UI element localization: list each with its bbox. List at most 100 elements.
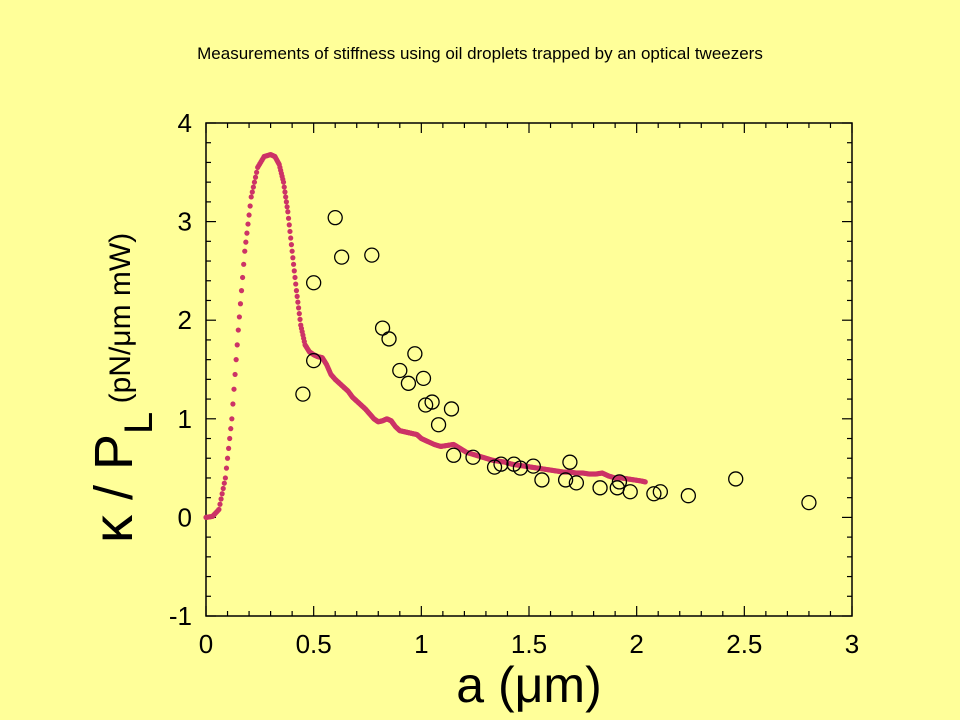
data-point	[512, 460, 529, 476]
y-axis-label-kappa: κ	[81, 514, 144, 543]
curve-point	[292, 274, 298, 281]
svg-text:κ / PL (pN/μm mW): κ / PL (pN/μm mW)	[81, 233, 161, 543]
curve-point	[242, 248, 248, 254]
curve-point	[288, 235, 294, 241]
data-point	[430, 417, 447, 433]
data-point	[295, 386, 311, 402]
curve-point	[294, 293, 300, 299]
data-point	[415, 370, 432, 387]
curve-point	[244, 230, 250, 236]
y-tick-label: 2	[178, 305, 192, 335]
curve-point	[243, 239, 249, 245]
curve-point	[293, 288, 300, 294]
x-tick-label: 2	[629, 629, 643, 659]
y-tick-labels: -1 0 1 2 3 4	[169, 108, 192, 631]
data-point	[306, 352, 322, 369]
data-point	[407, 346, 423, 362]
plot-frame	[205, 122, 853, 617]
y-tick-label: 3	[178, 207, 192, 237]
curve-point	[289, 248, 295, 254]
curve-point	[235, 327, 241, 333]
data-point	[568, 475, 585, 491]
curve-point	[224, 455, 231, 461]
curve-point	[238, 288, 245, 294]
curve-point	[218, 496, 224, 502]
data-point	[364, 247, 380, 263]
chart-title: Measurements of stiffness using oil drop…	[197, 44, 763, 63]
curve-point	[642, 479, 648, 485]
theory-curve	[203, 151, 648, 521]
curve-point	[283, 194, 289, 200]
curve-point	[234, 342, 240, 348]
curve-point	[246, 212, 252, 218]
data-point	[306, 275, 322, 291]
curve-point	[252, 174, 259, 180]
curve-point	[297, 316, 303, 322]
data-point	[445, 447, 462, 463]
curve-point	[250, 184, 256, 190]
y-tick-label: 4	[178, 108, 192, 138]
data-point	[525, 458, 541, 474]
data-point	[592, 480, 608, 496]
x-tick-label: 1	[414, 629, 428, 659]
data-point	[443, 401, 460, 417]
curve-point	[236, 314, 242, 320]
data-point	[334, 249, 350, 265]
data-point	[611, 474, 628, 490]
x-tick-label: 0.5	[296, 629, 332, 659]
curve-point	[232, 371, 238, 378]
curve-point	[290, 255, 296, 261]
curve-point	[248, 194, 254, 200]
curve-point	[291, 268, 297, 274]
y-tick-label: 0	[178, 502, 192, 532]
data-point	[465, 449, 481, 465]
curve-point	[295, 305, 302, 311]
data-point	[562, 454, 578, 470]
data-point	[381, 331, 397, 347]
curve-point	[293, 281, 299, 287]
curve-point	[296, 311, 302, 317]
curve-point	[227, 435, 233, 442]
curve-point	[281, 184, 287, 190]
tick-marks	[205, 122, 853, 617]
curve-point	[230, 401, 236, 407]
measured-points	[295, 210, 817, 511]
data-point	[728, 471, 744, 487]
curve-point	[237, 301, 244, 307]
curve-point	[228, 426, 234, 432]
data-point	[374, 320, 391, 336]
data-point	[680, 488, 696, 504]
curve-point	[251, 179, 258, 185]
data-point	[400, 375, 417, 391]
curve-point	[284, 204, 290, 210]
data-point	[424, 394, 440, 410]
data-point	[392, 362, 408, 379]
y-axis-label-subscript: L	[117, 412, 161, 434]
x-tick-label: 3	[845, 629, 859, 659]
curve-point	[245, 221, 251, 227]
curve-point	[226, 445, 232, 451]
curve-point	[241, 261, 247, 267]
x-tick-label: 0	[199, 629, 213, 659]
y-axis-label-units: (pN/μm mW)	[104, 233, 137, 412]
data-point	[534, 472, 550, 488]
curve-point	[240, 274, 246, 281]
y-tick-label: 1	[178, 404, 192, 434]
curve-point	[282, 189, 288, 195]
y-axis-label: κ / PL (pN/μm mW)	[81, 233, 161, 543]
curve-point	[286, 222, 292, 228]
data-point	[801, 494, 817, 511]
curve-point	[231, 386, 237, 392]
data-point	[493, 456, 509, 472]
curve-point	[254, 169, 260, 175]
curve-point	[229, 416, 235, 422]
curve-point	[288, 242, 295, 248]
curve-point	[222, 475, 228, 481]
data-point	[646, 486, 662, 502]
curve-point	[216, 506, 222, 513]
curve-point	[223, 465, 230, 471]
data-point	[652, 484, 669, 500]
curve-point	[219, 491, 225, 497]
curve-point	[290, 261, 297, 267]
